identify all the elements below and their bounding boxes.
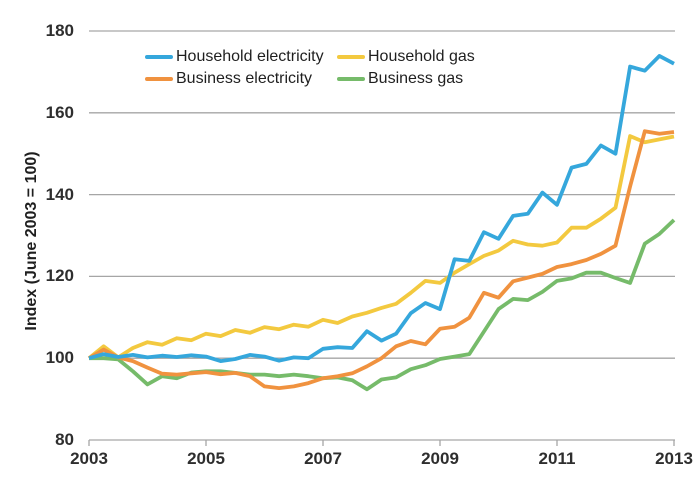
legend-label: Business gas (368, 70, 464, 87)
y-axis-title: Index (June 2003 = 100) (23, 151, 40, 331)
household-electricity-swatch-icon (145, 55, 173, 59)
x-axis-line (88, 439, 675, 446)
y-tick-label-140: 140 (45, 184, 74, 204)
series-line-household-electricity (88, 54, 675, 364)
legend-label: Household gas (368, 48, 475, 65)
x-tick-label-2007: 2007 (304, 449, 342, 468)
y-tick-label-180: 180 (45, 21, 74, 40)
household-gas-swatch-icon (337, 55, 365, 59)
x-tick-label-2009: 2009 (421, 449, 459, 468)
legend-item-household-electricity: Household electricity (145, 46, 324, 68)
y-tick-label-120: 120 (45, 266, 74, 286)
business-gas-swatch-icon (337, 77, 365, 81)
series-line-business-gas (89, 218, 676, 392)
series-line-household-gas (87, 134, 675, 360)
y-tick-label-80: 80 (55, 430, 74, 449)
y-tick-label-160: 160 (45, 102, 74, 122)
legend-label: Household electricity (176, 48, 324, 65)
series-line-business-electricity (88, 129, 675, 391)
y-tick-label-100: 100 (45, 348, 74, 368)
legend-item-household-gas: Household gas (337, 46, 475, 68)
legend-item-business-electricity: Business electricity (145, 68, 312, 90)
legend-label: Business electricity (176, 70, 313, 87)
series-lines (87, 54, 676, 392)
x-tick-label-2013: 2013 (655, 449, 693, 468)
x-tick-label-2003: 2003 (70, 449, 108, 468)
legend-item-business-gas: Business gas (337, 68, 463, 90)
x-tick-label-2005: 2005 (187, 449, 225, 468)
business-electricity-swatch-icon (145, 77, 173, 81)
x-tick-label-2011: 2011 (538, 449, 576, 468)
